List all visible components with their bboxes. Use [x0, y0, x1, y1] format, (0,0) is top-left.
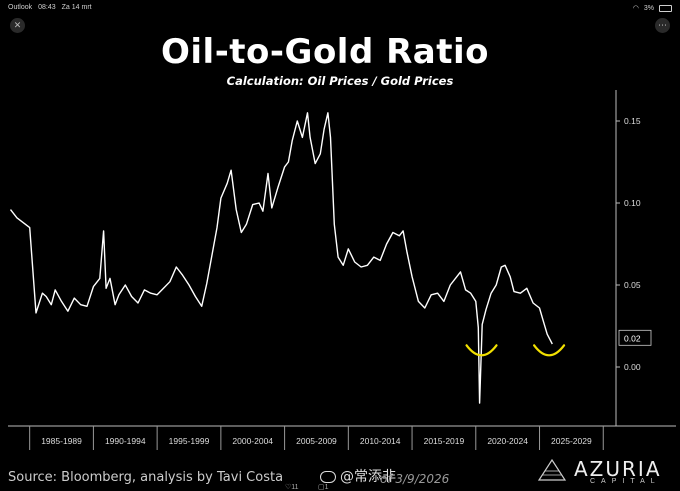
last-value-box: [618, 329, 652, 346]
x-tick-label: 1990-1994: [105, 436, 146, 446]
y-tick-label: 0.00: [624, 362, 641, 372]
watermark-handle: @常添非: [340, 469, 396, 485]
weibo-watermark: @常添非: [320, 466, 396, 486]
wifi-icon: ◠: [632, 5, 639, 12]
like-count[interactable]: ♡11: [285, 484, 299, 491]
x-tick-label: 2010-2014: [360, 436, 401, 446]
x-tick-label: 2015-2019: [424, 436, 465, 446]
series-line: [9, 112, 553, 404]
smile-annotation: [532, 344, 566, 357]
more-icon[interactable]: ⋯: [655, 18, 670, 33]
close-icon[interactable]: ✕: [10, 18, 25, 33]
x-tick-label: 2000-2004: [232, 436, 273, 446]
status-time: 08:43: [38, 4, 56, 11]
brand-name: AZURIA: [574, 457, 662, 481]
x-tick-label: 2020-2024: [487, 436, 528, 446]
comment-icon: ▢: [318, 484, 325, 491]
x-tick-label: 1985-1989: [41, 436, 82, 446]
battery-icon: [659, 4, 672, 12]
brand-tag: CAPITAL: [590, 478, 661, 485]
chart-subtitle: Calculation: Oil Prices / Gold Prices: [226, 74, 454, 88]
like-icon: ♡: [285, 484, 292, 491]
x-tick-label: 1995-1999: [169, 436, 210, 446]
y-tick-label: 0.15: [624, 116, 641, 126]
comment-count[interactable]: ▢1: [318, 484, 329, 491]
battery-percent: 3%: [643, 4, 654, 12]
last-value-label: 0.02: [624, 333, 641, 343]
source-note: Source: Bloomberg, analysis by Tavi Cost…: [8, 470, 284, 485]
back-app-label[interactable]: Outlook: [8, 4, 33, 11]
weibo-icon: [320, 471, 336, 483]
status-date: Za 14 mrt: [61, 4, 92, 11]
status-bar: Outlook 08:43 Za 14 mrt ◠ 3%: [0, 0, 680, 16]
azuria-logo-icon: [537, 458, 567, 481]
y-tick-label: 0.05: [624, 280, 641, 290]
smile-annotation: [465, 344, 498, 357]
x-tick-label: 2005-2009: [296, 436, 337, 446]
as-of-date: of 3/9/2026: [380, 472, 450, 486]
chart-title: Oil-to-Gold Ratio: [160, 32, 490, 72]
x-tick-label: 2025-2029: [551, 436, 592, 446]
y-tick-label: 0.10: [624, 198, 641, 208]
